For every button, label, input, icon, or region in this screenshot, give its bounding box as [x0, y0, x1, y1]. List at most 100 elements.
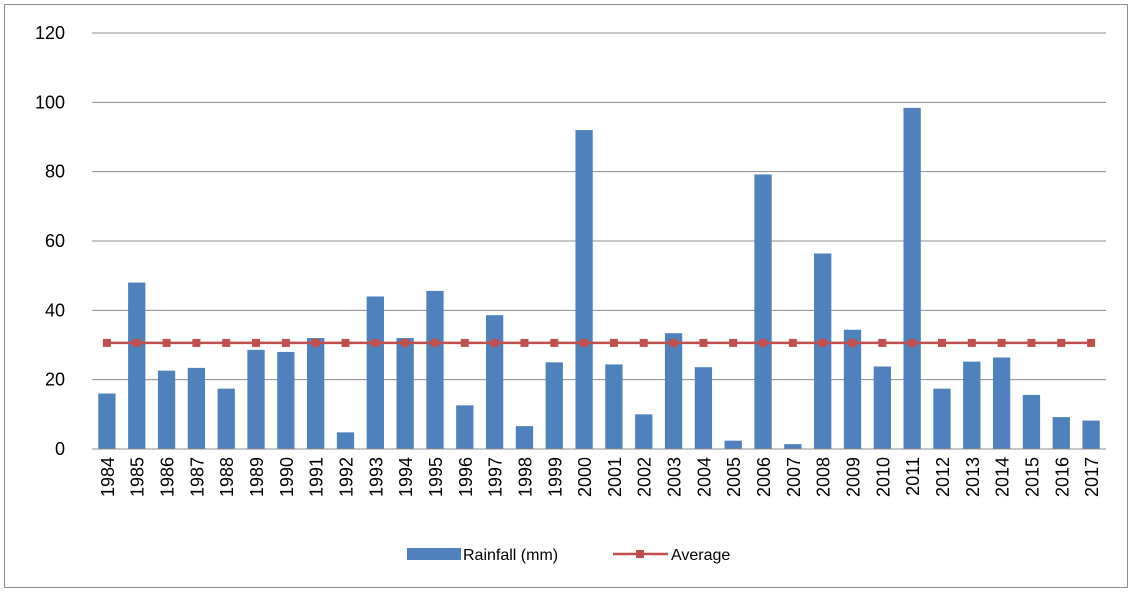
x-tick-label: 2000: [575, 457, 595, 497]
average-marker-2016: [1057, 338, 1066, 347]
bar-series: [98, 107, 1100, 450]
x-tick-label: 2015: [1022, 457, 1042, 497]
x-tick-label: 1991: [307, 457, 327, 497]
x-tick-label: 2009: [844, 457, 864, 497]
average-marker-1993: [371, 338, 380, 347]
average-marker-2012: [937, 338, 946, 347]
x-tick-label: 2002: [635, 457, 655, 497]
bar-2008: [814, 253, 832, 449]
x-tick-label: 1987: [187, 457, 207, 497]
average-marker-1991: [311, 338, 320, 347]
y-tick-label: 120: [35, 23, 65, 43]
average-marker-2014: [997, 338, 1006, 347]
bar-1998: [515, 426, 534, 449]
bar-1985: [128, 282, 146, 449]
bar-2005: [724, 440, 742, 449]
average-marker-2003: [669, 338, 678, 347]
average-marker-2004: [699, 338, 708, 347]
bar-2014: [992, 357, 1011, 449]
bar-1995: [426, 290, 444, 449]
average-marker-1987: [192, 338, 201, 347]
bar-2017: [1082, 420, 1100, 449]
y-tick-label: 60: [45, 231, 65, 251]
bar-2011: [903, 107, 921, 449]
average-marker-1998: [520, 338, 529, 347]
average-marker-2002: [639, 338, 648, 347]
bar-2016: [1052, 417, 1070, 449]
legend-label-average: Average: [671, 547, 730, 564]
average-marker-1990: [281, 338, 290, 347]
x-tick-label: 2010: [873, 457, 893, 497]
bar-2007: [784, 444, 802, 449]
bar-2013: [963, 361, 981, 449]
bar-1992: [336, 432, 355, 449]
x-tick-label: 2011: [903, 457, 923, 496]
average-marker-2007: [788, 338, 797, 347]
average-marker-2009: [848, 338, 857, 347]
average-marker-1994: [401, 338, 410, 347]
bar-1984: [98, 393, 116, 449]
average-marker-2017: [1087, 338, 1096, 347]
x-tick-label: 2006: [754, 457, 774, 497]
x-tick-label: 1993: [366, 457, 386, 497]
x-tick-label: 2001: [605, 457, 625, 497]
x-tick-label: 2004: [694, 457, 714, 497]
x-tick-label: 2008: [814, 457, 834, 497]
x-axis: 1984 1985 1986 1987 1988 1989 1990 1991 1992 1993…: [92, 448, 1106, 497]
x-tick-label: 1994: [396, 457, 416, 497]
legend-swatch-average-marker: [636, 550, 644, 558]
bar-1988: [217, 388, 235, 449]
y-tick-label: 40: [45, 300, 65, 320]
average-marker-1996: [460, 338, 469, 347]
bar-2003: [664, 333, 683, 449]
bar-1993: [366, 296, 384, 449]
bar-1987: [187, 367, 206, 449]
average-marker-1992: [341, 338, 350, 347]
x-tick-label: 1984: [98, 457, 118, 497]
x-tick-label: 1997: [486, 457, 506, 497]
x-tick-label: 2005: [724, 457, 744, 497]
y-tick-label: 80: [45, 162, 65, 182]
gridlines: [92, 32, 1106, 450]
bar-2012: [933, 388, 951, 449]
average-marker-1995: [430, 338, 439, 347]
bar-1986: [157, 370, 176, 449]
x-tick-label: 1988: [217, 457, 237, 497]
bar-1997: [485, 315, 504, 449]
bar-1999: [545, 362, 563, 449]
average-marker-2008: [818, 338, 827, 347]
legend: Rainfall (mm) Average: [407, 547, 730, 564]
x-tick-label: 2007: [784, 457, 804, 497]
x-tick-label: 1999: [545, 457, 565, 497]
x-tick-label: 1995: [426, 457, 446, 497]
average-marker-1997: [490, 338, 499, 347]
chart-frame: [4, 4, 1128, 588]
x-tick-label: 1989: [247, 457, 267, 497]
bar-1996: [456, 405, 474, 449]
bar-2000: [575, 130, 593, 450]
y-tick-label: 0: [55, 439, 65, 459]
bar-2015: [1022, 394, 1041, 449]
x-tick-label: 2017: [1082, 457, 1102, 497]
average-marker-2015: [1027, 338, 1036, 347]
bar-1990: [277, 351, 295, 449]
y-tick-label: 100: [35, 92, 65, 112]
legend-swatch-rainfall: [407, 548, 461, 560]
bar-2006: [754, 174, 772, 449]
x-tick-label: 1992: [337, 457, 357, 497]
x-tick-label: 1985: [128, 457, 148, 497]
x-tick-label: 2012: [933, 457, 953, 497]
bar-2010: [873, 366, 891, 449]
y-tick-label: 20: [45, 370, 65, 390]
bar-1991: [307, 338, 325, 449]
bar-2001: [605, 364, 623, 449]
x-tick-label: 2003: [665, 457, 685, 497]
x-tick-label: 2014: [993, 457, 1013, 497]
average-marker-2005: [729, 338, 738, 347]
average-marker-2010: [878, 338, 887, 347]
average-marker-1989: [252, 338, 261, 347]
bar-1994: [396, 338, 414, 449]
bar-1989: [247, 349, 265, 449]
x-tick-label: 2016: [1052, 457, 1072, 497]
